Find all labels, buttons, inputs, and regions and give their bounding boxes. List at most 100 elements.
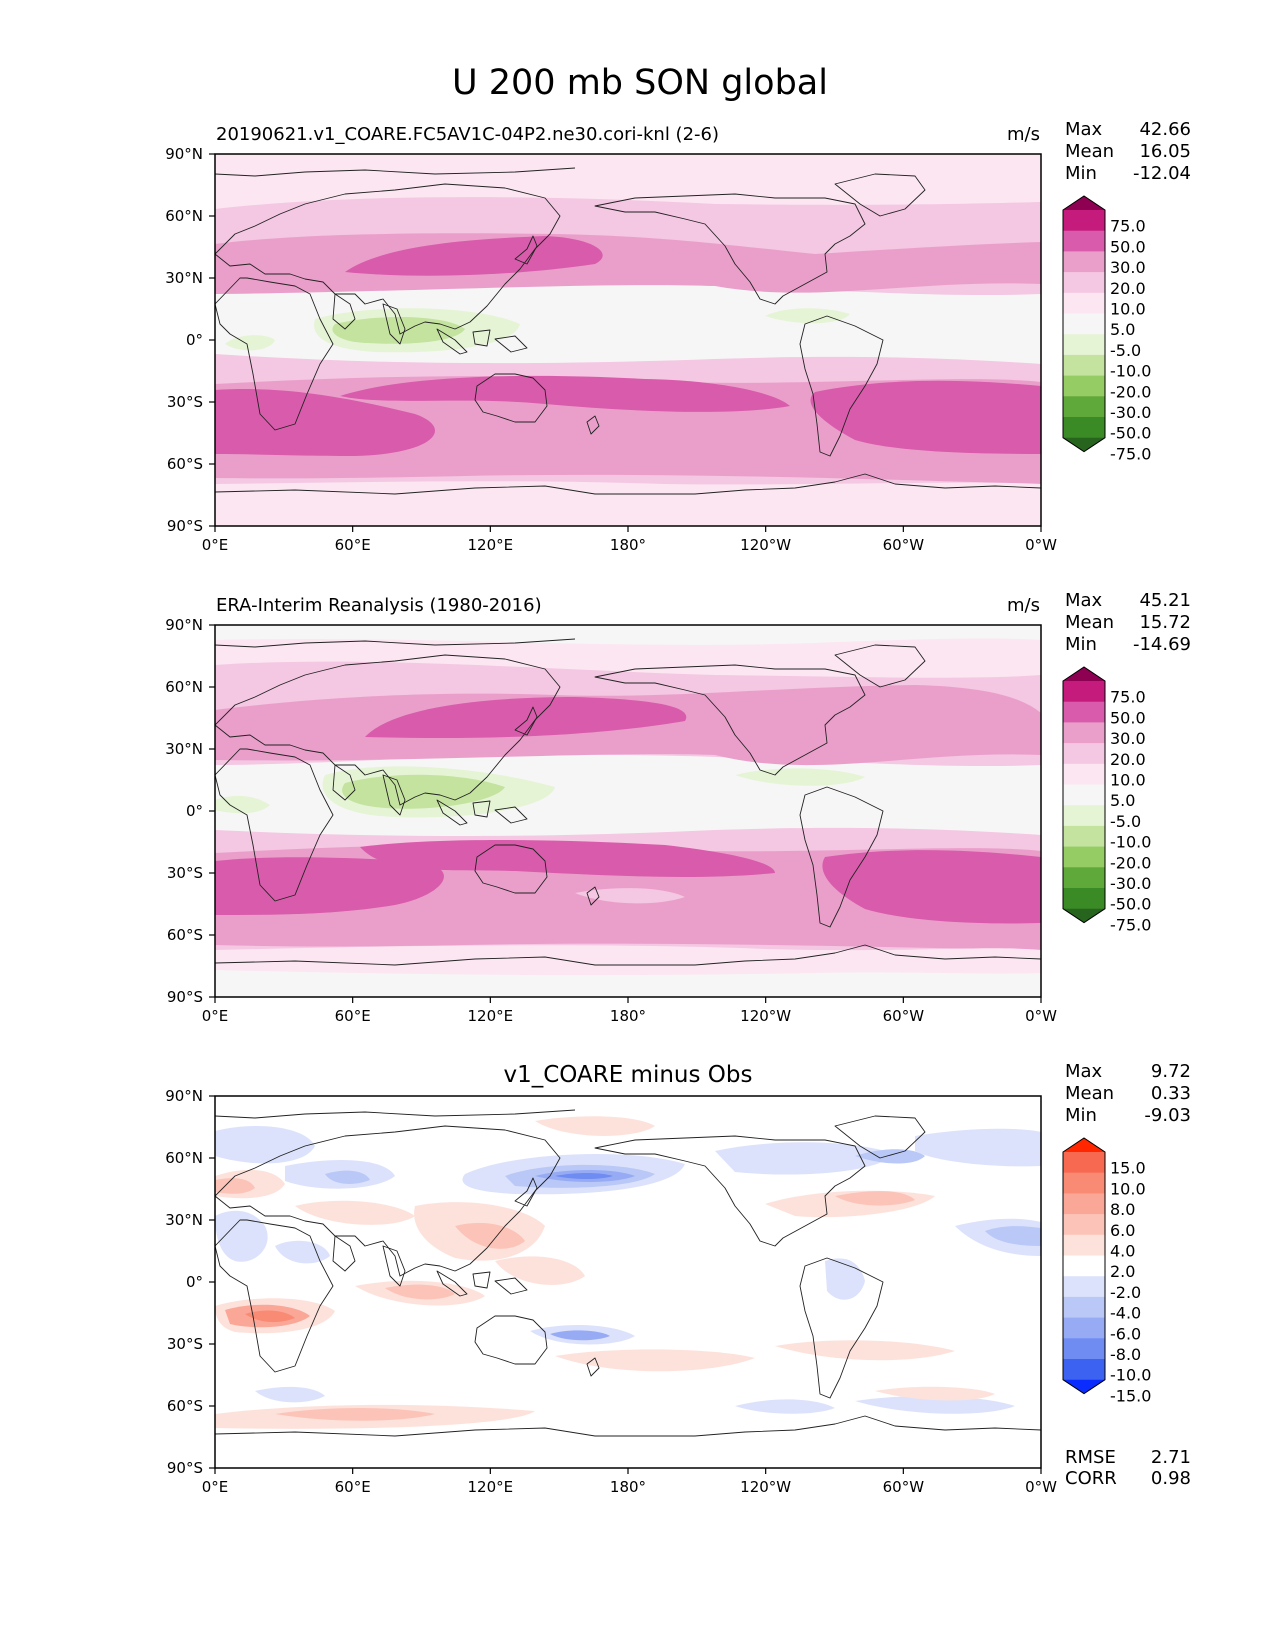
colorbar-tick-label: -4.0	[1110, 1304, 1141, 1323]
lon-tick-label: 0°W	[1025, 536, 1057, 554]
lon-tick-label: 0°E	[202, 1007, 229, 1025]
panel-reference-subtitle: ERA-Interim Reanalysis (1980-2016)	[216, 595, 542, 616]
panel-difference: v1_COARE minus Obs Max 9.72 Mean 0.33 Mi…	[214, 1061, 1191, 1489]
lat-tick-label: 30°S	[167, 1335, 203, 1353]
colorbar-tick-label: 5.0	[1110, 320, 1135, 339]
colorbar-swatch	[1063, 1172, 1105, 1194]
lon-tick-label: 120°E	[468, 1007, 514, 1025]
colorbar-swatch	[1063, 681, 1105, 703]
lat-tick-label: 90°S	[167, 517, 203, 535]
colorbar-swatch	[1063, 1255, 1105, 1277]
stat-mean-value: 16.05	[1139, 141, 1191, 162]
colorbar-extend-max	[1063, 667, 1105, 681]
lon-tick-label: 60°W	[883, 536, 925, 554]
colorbar-swatch	[1063, 1193, 1105, 1215]
colorbar-swatch	[1063, 722, 1105, 744]
lon-tick-label: 0°E	[202, 536, 229, 554]
panel-test-stats: Max 42.66 Mean 16.05 Min -12.04	[1065, 119, 1191, 184]
lon-tick-label: 60°W	[883, 1007, 925, 1025]
corr-label: CORR	[1065, 1468, 1117, 1489]
panel-test-subtitle: 20190621.v1_COARE.FC5AV1C-04P2.ne30.cori…	[216, 124, 719, 145]
colorbar-layer: 75.050.030.020.010.05.0-5.0-10.0-20.0-30…	[1062, 195, 1151, 1405]
lat-tick-label: 0°	[186, 1273, 203, 1291]
colorbar-swatch	[1063, 292, 1105, 314]
colorbar-tick-label: 20.0	[1110, 750, 1146, 769]
colorbar-extend-max	[1063, 196, 1105, 210]
stat-max-value: 45.21	[1139, 590, 1191, 611]
lat-tick-label: 30°N	[165, 269, 203, 287]
colorbar-extend-min	[1063, 1379, 1105, 1394]
lon-tick-label: 60°W	[883, 1478, 925, 1496]
rmse-label: RMSE	[1065, 1447, 1116, 1468]
colorbar-tick-label: -30.0	[1110, 403, 1151, 422]
panel-reference: ERA-Interim Reanalysis (1980-2016) m/s M…	[214, 590, 1191, 998]
colorbar-tick-label: -75.0	[1110, 444, 1151, 463]
colorbar-tick-label: 50.0	[1110, 708, 1146, 727]
lon-tick-label: 120°E	[468, 536, 514, 554]
corr-value: 0.98	[1151, 1468, 1191, 1489]
lon-tick-label: 60°E	[335, 536, 371, 554]
colorbar-swatch	[1063, 1317, 1105, 1339]
colorbar-tick-label: 30.0	[1110, 729, 1146, 748]
colorbar-tick-label: 10.0	[1110, 1179, 1146, 1198]
colorbar-tick-label: 15.0	[1110, 1159, 1146, 1178]
lat-tick-label: 90°N	[165, 145, 203, 163]
lat-tick-label: 90°N	[165, 616, 203, 634]
stat-max-value: 9.72	[1151, 1061, 1191, 1082]
stat-min-value: -14.69	[1133, 634, 1191, 655]
lon-tick-label: 120°E	[468, 1478, 514, 1496]
stat-min-value: -12.04	[1133, 163, 1191, 184]
lon-tick-label: 180°	[610, 536, 646, 554]
colorbar-tick-label: 75.0	[1110, 688, 1146, 707]
lon-tick-label: 0°W	[1025, 1478, 1057, 1496]
colorbar-test: 75.050.0 30.0 20.0 10.05.0 -5.0 -10.0-20.0 -30…	[1062, 195, 1151, 463]
panel-test-map	[215, 154, 1041, 526]
panel-reference-units: m/s	[1007, 595, 1040, 616]
stat-min-value: -9.03	[1144, 1105, 1191, 1126]
stat-mean-label: Mean	[1065, 612, 1114, 633]
colorbar-swatch	[1063, 825, 1105, 848]
colorbar-tick-label: 10.0	[1110, 300, 1146, 319]
colorbar-tick-label: -8.0	[1110, 1345, 1141, 1364]
lon-tick-label: 120°W	[740, 1007, 791, 1025]
lon-tick-label: 120°W	[740, 536, 791, 554]
colorbar-swatch	[1063, 210, 1105, 232]
stat-min-label: Min	[1065, 634, 1097, 655]
panel-difference-subtitle: v1_COARE minus Obs	[504, 1062, 753, 1088]
stat-mean-value: 15.72	[1139, 612, 1191, 633]
colorbar-outline	[1062, 195, 1106, 453]
colorbar-tick-label: -10.0	[1110, 1366, 1151, 1385]
colorbar-tick-label: -10.0	[1110, 833, 1151, 852]
colorbar-extend-min	[1063, 437, 1105, 452]
colorbar-swatch	[1063, 272, 1105, 294]
lat-tick-label: 0°	[186, 802, 203, 820]
colorbar-tick-label: 8.0	[1110, 1200, 1135, 1219]
colorbar-swatch	[1063, 784, 1105, 806]
colorbar-tick-label: 50.0	[1110, 237, 1146, 256]
colorbar-tick-label: -75.0	[1110, 915, 1151, 934]
colorbar-extend-min	[1063, 908, 1105, 923]
panel-reference-stats: Max 45.21 Mean 15.72 Min -14.69	[1065, 590, 1191, 655]
colorbar-swatch	[1063, 375, 1105, 397]
colorbar-tick-label: 4.0	[1110, 1242, 1135, 1261]
lat-tick-label: 60°N	[165, 207, 203, 225]
colorbar-reference: 75.050.0 30.0 20.0 10.05.0 -5.0 -10.0-20.0 -30…	[1062, 666, 1151, 934]
colorbar-swatch	[1063, 334, 1105, 356]
lat-tick-label: 60°N	[165, 1149, 203, 1167]
colorbar-tick-label: 2.0	[1110, 1262, 1135, 1281]
colorbar-swatch	[1063, 1338, 1105, 1360]
lat-tick-label: 0°	[186, 331, 203, 349]
panel-difference-metrics: RMSE 2.71 CORR 0.98	[1065, 1447, 1191, 1489]
panel-test: 20190621.v1_COARE.FC5AV1C-04P2.ne30.cori…	[214, 119, 1191, 527]
colorbar-tick-label: -20.0	[1110, 853, 1151, 872]
lon-tick-label: 120°W	[740, 1478, 791, 1496]
lat-tick-label: 60°N	[165, 678, 203, 696]
lat-tick-label: 30°N	[165, 1211, 203, 1229]
colorbar-tick-label: -5.0	[1110, 341, 1141, 360]
lon-tick-label: 0°W	[1025, 1007, 1057, 1025]
colorbar-tick-label: 10.0	[1110, 771, 1146, 790]
figure-title: U 200 mb SON global	[452, 63, 828, 103]
colorbar-swatch	[1063, 846, 1105, 868]
colorbar-swatch	[1063, 354, 1105, 377]
